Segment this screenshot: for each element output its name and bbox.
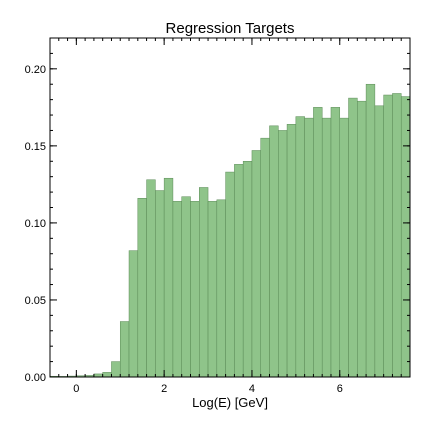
histogram-bar xyxy=(313,107,322,377)
histogram-bar xyxy=(182,197,191,377)
histogram-bar xyxy=(340,118,349,377)
histogram-bar xyxy=(270,126,279,377)
histogram-bar xyxy=(401,97,410,377)
x-tick-label: 6 xyxy=(337,383,343,395)
y-tick-label: 0.20 xyxy=(25,64,46,76)
y-tick-label: 0.15 xyxy=(25,141,46,153)
y-tick-label: 0.10 xyxy=(25,218,46,230)
histogram-bar xyxy=(103,372,112,377)
histogram-bar xyxy=(357,101,366,377)
histogram-bar xyxy=(296,117,305,377)
histogram-bar xyxy=(173,201,182,377)
histogram-bar xyxy=(322,118,331,377)
histogram-bar xyxy=(226,172,235,377)
histogram-bar xyxy=(252,150,261,377)
histogram-bar xyxy=(147,180,156,377)
histogram-bar xyxy=(234,164,243,377)
x-tick-label: 4 xyxy=(249,383,255,395)
histogram-bar xyxy=(138,198,147,377)
histogram-bar xyxy=(208,201,217,377)
histogram-bar xyxy=(129,251,138,377)
histogram-bar xyxy=(392,93,401,377)
x-tick-label: 2 xyxy=(161,383,167,395)
x-tick-label: 0 xyxy=(73,383,79,395)
x-axis-label: Log(E) [GeV] xyxy=(192,395,268,410)
histogram-bar xyxy=(384,95,393,377)
y-tick-label: 0.05 xyxy=(25,295,46,307)
y-tick-labels: 0.00 0.05 0.10 0.15 0.20 xyxy=(25,64,46,384)
histogram-bar xyxy=(155,191,164,377)
histogram-bar xyxy=(190,201,199,377)
histogram-bars xyxy=(50,84,410,377)
histogram-bar xyxy=(305,118,314,377)
histogram-bar xyxy=(349,98,358,377)
histogram-bar xyxy=(261,138,270,377)
histogram-bar xyxy=(243,161,252,377)
histogram-bar xyxy=(217,200,226,377)
y-tick-label: 0.00 xyxy=(25,372,46,384)
x-tick-labels: 0 2 4 6 xyxy=(73,383,343,395)
histogram-bar xyxy=(111,362,120,377)
histogram-bar xyxy=(287,124,296,377)
histogram-bar xyxy=(199,187,208,377)
chart-title: Regression Targets xyxy=(166,20,295,37)
histogram-bar xyxy=(164,178,173,377)
histogram-bar xyxy=(331,107,340,377)
histogram-bar xyxy=(120,322,129,377)
histogram-bar xyxy=(375,106,384,377)
histogram-bar xyxy=(366,84,375,377)
histogram-bar xyxy=(278,130,287,377)
